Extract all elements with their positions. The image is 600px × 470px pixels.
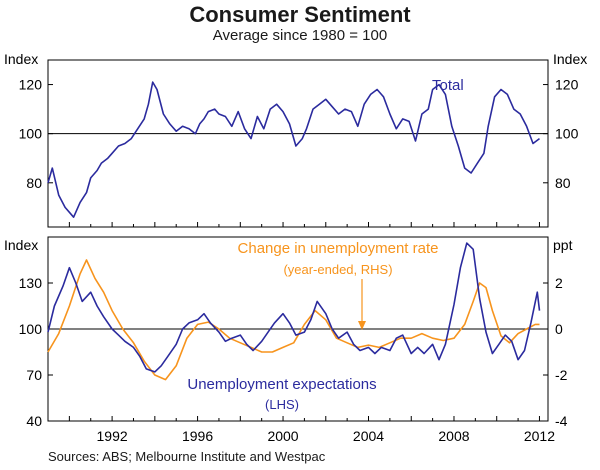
x-tick-label: 1996 bbox=[182, 428, 213, 444]
unemployment-rate-line bbox=[47, 259, 540, 381]
gridlines bbox=[48, 133, 548, 330]
bottom-left-tick-label: 130 bbox=[19, 275, 43, 291]
unemployment-expectations-label: Unemployment expectations bbox=[187, 376, 376, 393]
unemployment-rate-arrowhead bbox=[358, 321, 366, 330]
total-series-label: Total bbox=[432, 77, 464, 94]
series-lines bbox=[47, 81, 541, 381]
bottom-left-tick-label: 70 bbox=[26, 367, 42, 383]
top-left-tick-label: 80 bbox=[26, 175, 42, 191]
top-left-tick-label: 100 bbox=[19, 126, 43, 142]
unemployment-rate-sublabel: (year-ended, RHS) bbox=[283, 262, 392, 277]
total-series-line bbox=[47, 81, 540, 218]
x-tick-label: 1992 bbox=[97, 428, 128, 444]
x-tick-label: 2008 bbox=[438, 428, 469, 444]
unemployment-rate-label: Change in unemployment rate bbox=[238, 240, 439, 257]
top-right-tick-label: 120 bbox=[555, 77, 579, 93]
chart-subtitle: Average since 1980 = 100 bbox=[212, 27, 388, 44]
top-left-unit-label: Index bbox=[4, 51, 38, 67]
bottom-right-tick-label: -4 bbox=[555, 413, 568, 429]
bottom-left-tick-label: 40 bbox=[26, 413, 42, 429]
source-note: Sources: ABS; Melbourne Institute and We… bbox=[48, 449, 326, 464]
top-right-unit-label: Index bbox=[553, 51, 587, 67]
axis-labels: 80 100 120 80 100 120 40 70 100 130 -4 -2 0 2 1992 1996… bbox=[19, 77, 579, 444]
bottom-right-tick-label: 0 bbox=[555, 321, 563, 337]
x-tick-label: 2000 bbox=[267, 428, 298, 444]
bottom-right-tick-label: -2 bbox=[555, 367, 568, 383]
chart-title: Consumer Sentiment bbox=[189, 2, 411, 27]
top-right-tick-label: 80 bbox=[555, 175, 571, 191]
top-left-tick-label: 120 bbox=[19, 77, 43, 93]
axis-ticks bbox=[48, 84, 548, 422]
bottom-left-unit-label: Index bbox=[4, 237, 38, 253]
bottom-right-tick-label: 2 bbox=[555, 275, 563, 291]
unemployment-expectations-sublabel: (LHS) bbox=[265, 397, 299, 412]
bottom-left-tick-label: 100 bbox=[19, 321, 43, 337]
bottom-right-unit-label: ppt bbox=[553, 237, 573, 253]
x-tick-label: 2004 bbox=[353, 428, 384, 444]
unemployment-expectations-line bbox=[47, 242, 541, 373]
x-tick-label: 2012 bbox=[524, 428, 555, 444]
top-right-tick-label: 100 bbox=[555, 126, 579, 142]
top-panel-frame bbox=[47, 59, 549, 228]
